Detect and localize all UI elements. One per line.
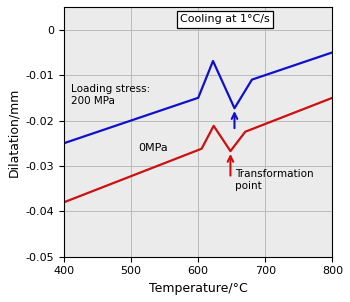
Text: Loading stress:
200 MPa: Loading stress: 200 MPa xyxy=(71,84,150,106)
X-axis label: Temperature/°C: Temperature/°C xyxy=(149,282,247,295)
Text: Transformation
point: Transformation point xyxy=(235,169,314,191)
Text: Cooling at 1°C/s: Cooling at 1°C/s xyxy=(180,14,270,24)
Y-axis label: Dilatation/mm: Dilatation/mm xyxy=(7,87,20,177)
Text: 0MPa: 0MPa xyxy=(138,143,168,153)
